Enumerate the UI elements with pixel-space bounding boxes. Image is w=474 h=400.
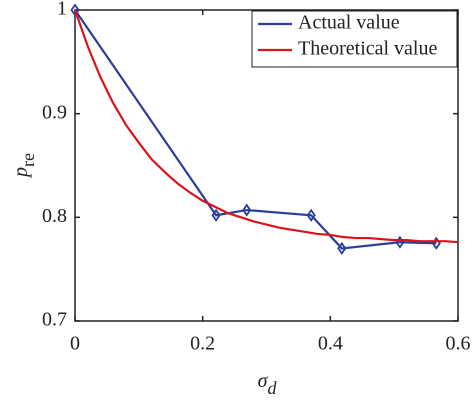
series-line — [73, 9, 459, 244]
x-tick-label: 0 — [70, 333, 80, 355]
data-marker — [211, 208, 221, 222]
x-tick-label: 0.4 — [318, 333, 343, 355]
x-tick-label: 0.6 — [446, 333, 471, 355]
y-tick-label: 0.8 — [42, 205, 67, 227]
y-axis-label-main: p — [10, 167, 32, 179]
legend-label: Actual value — [298, 12, 400, 34]
x-axis-label-main: σ — [258, 370, 269, 392]
y-tick-label: 0.9 — [42, 101, 67, 123]
legend-label: Theoretical value — [298, 38, 437, 60]
x-axis-label: σd — [258, 370, 278, 399]
data-marker — [337, 241, 347, 256]
plot-frame — [74, 9, 459, 322]
data-marker — [242, 203, 252, 217]
y-tick-label: 0.7 — [42, 309, 67, 331]
series-line — [74, 9, 437, 250]
x-axis-label-sub: d — [267, 378, 277, 398]
y-axis-label: pre — [10, 153, 39, 179]
y-axis-label-sub: re — [18, 153, 38, 167]
x-tick-label: 0.2 — [190, 333, 215, 355]
y-tick-label: 1 — [57, 0, 67, 20]
data-marker — [70, 3, 80, 17]
legend-box — [251, 10, 458, 68]
data-marker — [306, 208, 316, 222]
